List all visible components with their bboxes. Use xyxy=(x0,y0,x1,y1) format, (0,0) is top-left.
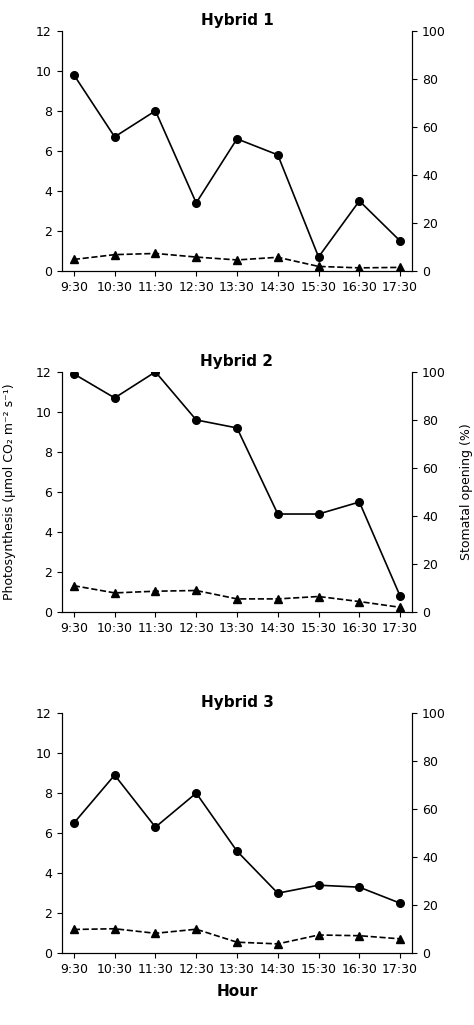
Title: Hybrid 2: Hybrid 2 xyxy=(201,355,273,369)
X-axis label: Hour: Hour xyxy=(216,984,258,999)
Text: Photosynthesis (μmol CO₂ m⁻² s⁻¹): Photosynthesis (μmol CO₂ m⁻² s⁻¹) xyxy=(3,383,16,601)
Title: Hybrid 3: Hybrid 3 xyxy=(201,695,273,710)
Text: Stomatal opening (%): Stomatal opening (%) xyxy=(460,423,474,561)
Title: Hybrid 1: Hybrid 1 xyxy=(201,13,273,29)
